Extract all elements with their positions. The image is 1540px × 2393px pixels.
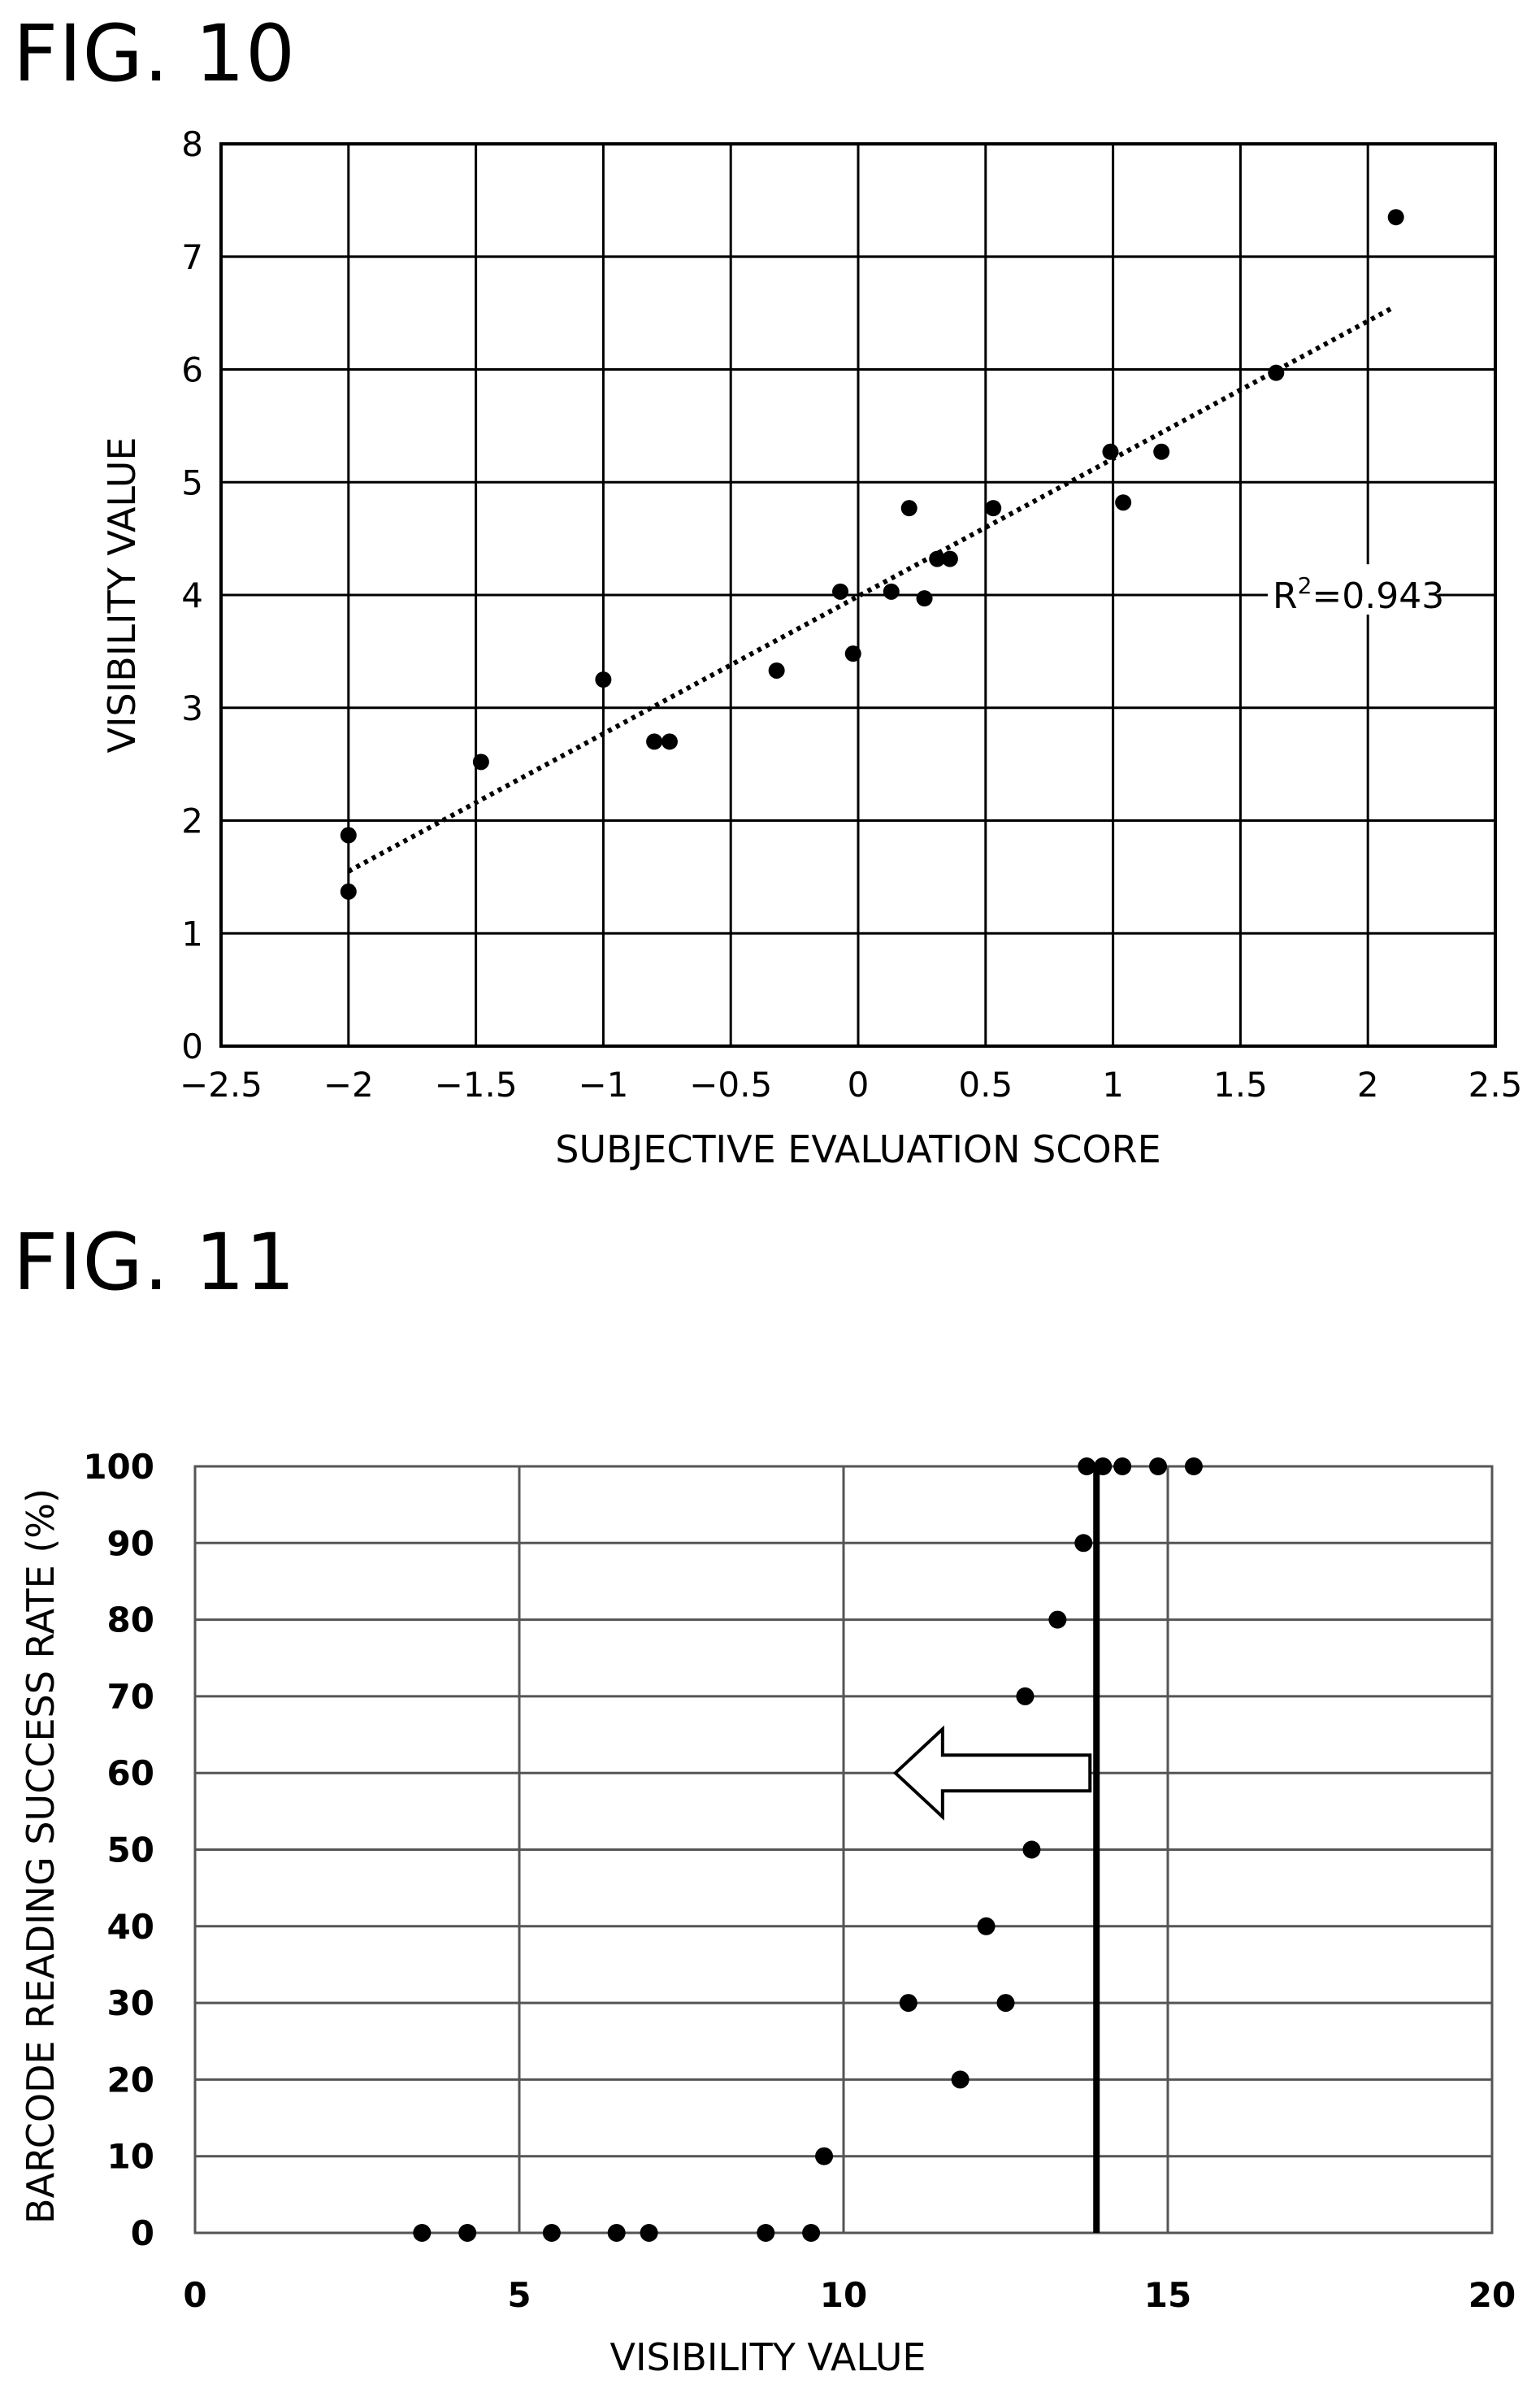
fig11-y-tick-label: 10	[107, 2137, 154, 2177]
fig11-y-tick-label: 50	[107, 1831, 154, 1870]
fig10-data-point	[1268, 364, 1285, 381]
fig11-data-point	[1094, 1457, 1113, 1475]
fig10-x-tick-label: 0	[848, 1065, 870, 1105]
fig10-data-point	[1115, 494, 1132, 511]
fig11-data-point	[1074, 1534, 1093, 1553]
fig11-data-point	[1184, 1457, 1203, 1475]
fig10-x-tick-label: 2.5	[1468, 1065, 1523, 1105]
fig10-trendline	[347, 305, 1395, 874]
fig10-x-tick-label: 1.5	[1213, 1065, 1268, 1105]
fig10-y-axis-label: VISIBILITY VALUE	[100, 436, 144, 753]
fig10-y-tick-label: 0	[181, 1027, 203, 1066]
fig11-y-tick-label: 0	[131, 2213, 154, 2253]
fig10-x-tick-label: −1.5	[435, 1065, 518, 1105]
fig11-x-tick-label: 15	[1144, 2275, 1191, 2315]
fig11-data-point	[1048, 1610, 1067, 1629]
fig10-data-point	[916, 590, 933, 607]
fig11-data-point	[757, 2224, 775, 2242]
fig10-x-tick-label: 0.5	[958, 1065, 1013, 1105]
fig10-title: FIG. 10	[13, 8, 297, 99]
fig11-data-point	[1078, 1457, 1096, 1475]
fig10-data-point	[661, 733, 678, 750]
fig11-data-point	[815, 2147, 834, 2165]
fig11-y-tick-label: 30	[107, 1983, 154, 2023]
fig10-x-tick-label: −1	[578, 1065, 628, 1105]
fig10-x-tick-label: −0.5	[689, 1065, 772, 1105]
fig11-y-tick-label: 80	[107, 1600, 154, 1640]
fig10-y-tick-label: 4	[181, 575, 203, 615]
fig10-data-point	[1387, 209, 1404, 226]
fig11-data-point	[413, 2224, 432, 2242]
fig10-y-tick-label: 8	[181, 124, 203, 164]
fig11-y-tick-label: 70	[107, 1677, 154, 1717]
fig11-data-point	[951, 2070, 970, 2089]
fig11-y-axis-label: BARCODE READING SUCCESS RATE (%)	[19, 1488, 63, 2224]
fig11-x-tick-label: 20	[1468, 2275, 1516, 2315]
fig11-left-arrow	[892, 1725, 1092, 1821]
fig10-data-point	[340, 827, 357, 844]
fig11-data-point	[996, 1994, 1015, 2013]
fig11-plot-frame	[193, 1465, 1494, 2234]
fig10-data-point	[595, 671, 612, 688]
fig10-x-axis-label: SUBJECTIVE EVALUATION SCORE	[555, 1127, 1160, 1171]
fig10-data-point	[646, 733, 663, 750]
fig10-data-point	[1102, 443, 1119, 460]
fig10-data-point	[883, 583, 900, 600]
fig11-x-axis-label: VISIBILITY VALUE	[609, 2335, 926, 2379]
fig11-x-tick-label: 0	[183, 2275, 206, 2315]
fig10-data-point	[941, 550, 958, 567]
fig10-data-point	[985, 500, 1002, 517]
fig11-y-tick-label: 40	[107, 1907, 154, 1947]
fig10-data-point	[929, 550, 946, 567]
fig10-y-tick-label: 7	[181, 237, 203, 277]
fig10-data-point	[900, 500, 917, 517]
fig11-data-point	[607, 2224, 626, 2242]
fig11-y-tick-label: 20	[107, 2060, 154, 2100]
fig11-data-point	[458, 2224, 477, 2242]
fig11-data-point	[1113, 1457, 1132, 1475]
fig10-y-tick-label: 3	[181, 688, 203, 728]
fig10-data-point	[472, 754, 489, 771]
fig10-data-point	[1153, 443, 1170, 460]
fig10-x-tick-label: 1	[1102, 1065, 1124, 1105]
fig11-y-tick-label: 90	[107, 1523, 154, 1563]
fig11-data-point	[640, 2224, 658, 2242]
fig10-annotation-bg	[1268, 564, 1438, 615]
fig11-data-point	[542, 2224, 561, 2242]
fig11-y-tick-label: 60	[107, 1753, 154, 1793]
fig10-y-tick-label: 5	[181, 463, 203, 502]
fig11-data-point	[899, 1994, 917, 2013]
fig10-data-point	[844, 645, 861, 662]
fig10-data-point	[340, 883, 357, 900]
fig10-data-point	[768, 662, 785, 679]
fig11-title: FIG. 11	[13, 1217, 297, 1308]
fig10-r-squared-annotation: R2=0.943	[1273, 572, 1444, 617]
fig11-y-tick-label: 100	[83, 1447, 154, 1487]
fig10-plot-frame	[219, 142, 1497, 1048]
fig11-data-point	[977, 1917, 996, 1935]
fig11-data-point	[1022, 1840, 1041, 1859]
fig11-x-tick-label: 5	[507, 2275, 531, 2315]
fig10-x-tick-label: 2	[1357, 1065, 1379, 1105]
fig11-x-tick-label: 10	[820, 2275, 867, 2315]
fig10-y-tick-label: 1	[181, 914, 203, 953]
fig10-x-tick-label: −2	[323, 1065, 374, 1105]
fig11-data-point	[802, 2224, 821, 2242]
fig10-y-tick-label: 2	[181, 801, 203, 841]
fig10-data-point	[832, 583, 849, 600]
fig10-y-tick-label: 6	[181, 350, 203, 390]
fig11-data-point	[1149, 1457, 1168, 1475]
fig11-data-point	[1016, 1687, 1035, 1705]
fig10-chart: 0 1 2 3 4 5 6 7 8 −2.5 −2 −1.5 −1 −0.5 0 0.5 1 1.5 2 2.5 SUB…	[100, 124, 1523, 1171]
fig10-x-tick-label: −2.5	[180, 1065, 262, 1105]
